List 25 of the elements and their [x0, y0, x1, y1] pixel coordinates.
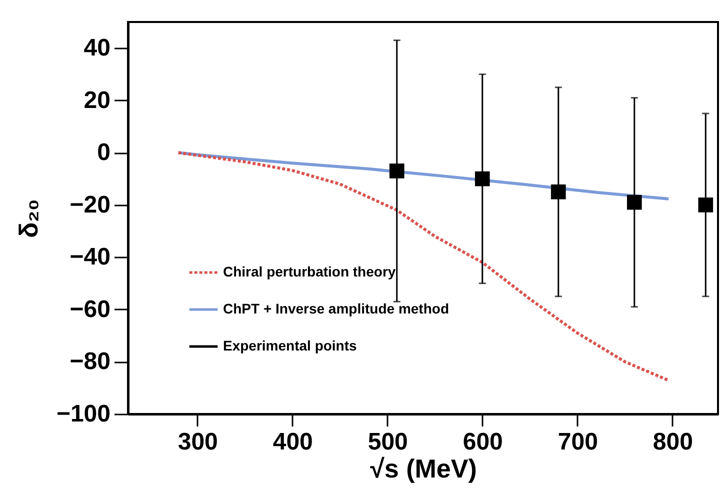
point	[389, 164, 404, 178]
y-tick-label: 0	[97, 139, 110, 166]
y-axis-title: δ₂₀	[13, 198, 44, 238]
x-tick-label: 500	[368, 428, 408, 456]
point	[474, 171, 490, 186]
y-tick-label: −20	[70, 191, 110, 218]
y-tick-label: 20	[84, 86, 110, 114]
x-tick-label: 600	[462, 428, 503, 456]
legend-label: ChPT + Inverse amplitude method	[223, 300, 449, 316]
legend-label: Experimental points	[223, 338, 358, 354]
y-tick-label: −40	[70, 244, 110, 271]
legend-label: Chiral perturbation theory	[223, 264, 396, 280]
y-tick-label: 40	[84, 34, 110, 62]
x-axis-title: √s (MeV)	[370, 454, 477, 484]
point	[550, 184, 566, 200]
y-tick-label: −100	[56, 400, 110, 428]
point	[626, 194, 642, 210]
x-tick-label: 700	[558, 428, 598, 456]
y-tick-label: −60	[70, 296, 110, 323]
x-tick-label: 300	[178, 428, 218, 456]
point	[698, 198, 714, 212]
x-tick-label: 800	[652, 428, 693, 456]
x-tick-label: 400	[272, 428, 313, 456]
line-series	[176, 151, 670, 382]
y-tick-label: −80	[70, 348, 110, 376]
